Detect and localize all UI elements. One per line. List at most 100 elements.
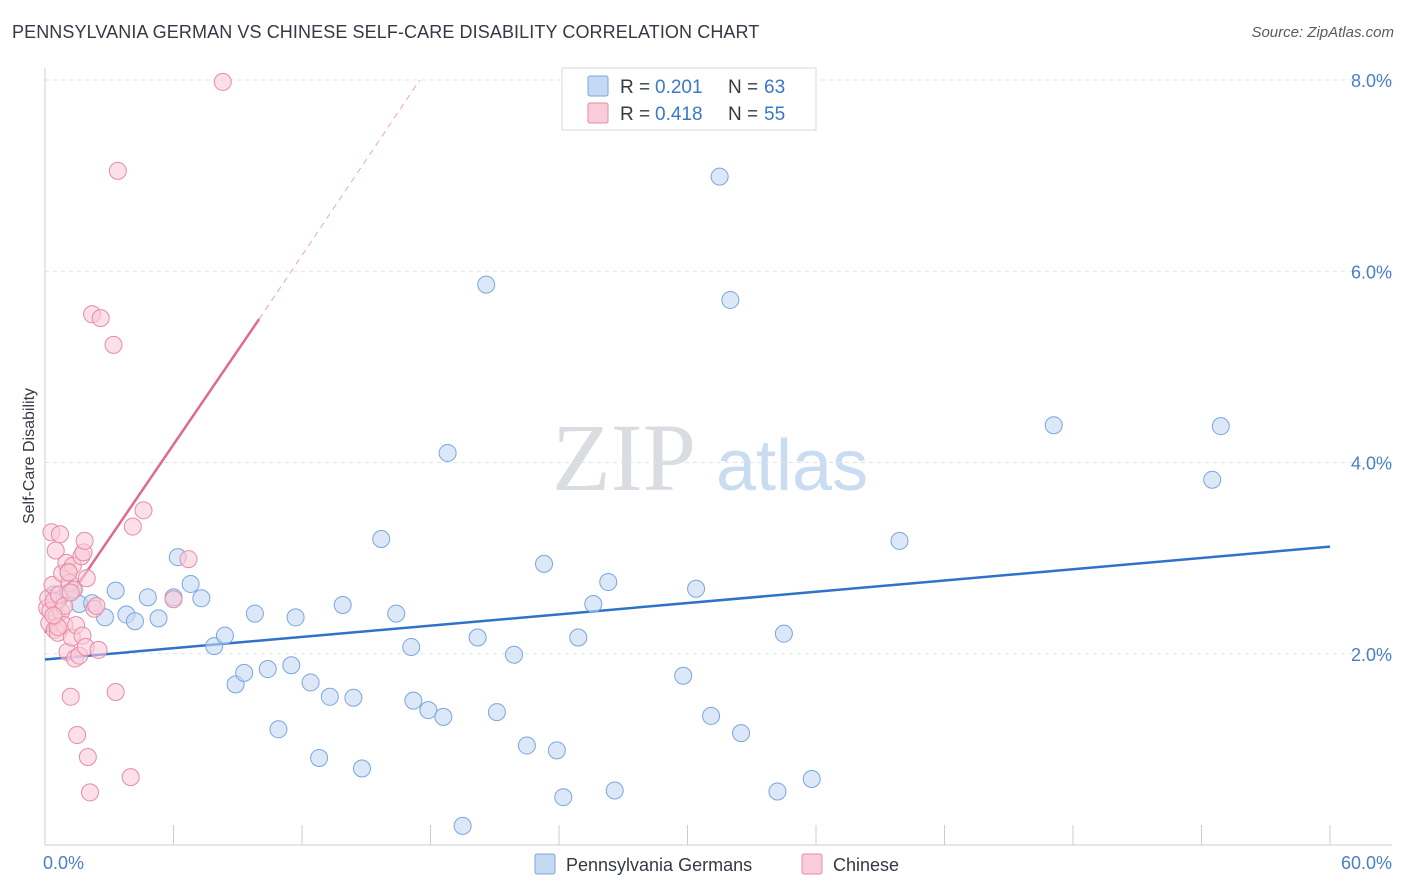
- legend-swatch-pink: [587, 102, 609, 124]
- pennsylvania-germans-point-36: [453, 816, 472, 835]
- chinese-point-48: [213, 72, 232, 91]
- pennsylvania-germans-point-41: [517, 736, 536, 755]
- y-tick-label-1: 4.0%: [1351, 454, 1392, 474]
- y-tick-label-2: 6.0%: [1351, 262, 1392, 282]
- trend-line-chinese-extension: [258, 79, 421, 320]
- legend-r-value-blue: 0.201: [655, 77, 703, 98]
- pennsylvania-germans-point-32: [404, 691, 423, 710]
- pennsylvania-germans-point-14: [205, 637, 224, 656]
- pennsylvania-germans-point-21: [282, 656, 301, 675]
- pennsylvania-germans-point-38: [477, 275, 496, 294]
- bottom-legend-swatch-blue: [534, 853, 556, 875]
- pennsylvania-germans-point-34: [434, 707, 453, 726]
- tick-labels: 2.0% 4.0% 6.0% 8.0% 0.0% 60.0%: [43, 71, 1392, 873]
- pennsylvania-germans-point-46: [584, 595, 603, 614]
- chinese-point-52: [44, 606, 63, 625]
- series-chinese: [38, 72, 232, 802]
- correlation-legend: R = 0.201 N = 63 R = 0.418 N = 55: [561, 67, 817, 131]
- pennsylvania-germans-point-24: [310, 748, 329, 767]
- chinese-point-51: [59, 563, 78, 582]
- pennsylvania-germans-point-31: [402, 638, 421, 657]
- pennsylvania-germans-point-44: [554, 788, 573, 807]
- chinese-point-53: [87, 596, 106, 615]
- y-tick-label-3: 8.0%: [1351, 71, 1392, 91]
- series-pennsylvania-germans: [44, 167, 1230, 835]
- pennsylvania-germans-point-33: [419, 701, 438, 720]
- chinese-point-20: [61, 687, 80, 706]
- watermark-zip: ZIP: [552, 404, 696, 511]
- pennsylvania-germans-point-27: [344, 688, 363, 707]
- pennsylvania-germans-point-54: [732, 724, 751, 743]
- pennsylvania-germans-point-29: [372, 530, 391, 548]
- pennsylvania-germans-point-48: [605, 781, 624, 800]
- pennsylvania-germans-point-61: [1211, 417, 1230, 436]
- chinese-point-31: [75, 531, 94, 550]
- pennsylvania-germans-point-30: [387, 604, 406, 623]
- watermark-atlas: atlas: [716, 426, 868, 506]
- pennsylvania-germans-point-52: [710, 167, 729, 186]
- pennsylvania-germans-point-19: [258, 660, 277, 679]
- legend-n-label-pink: N =: [728, 104, 758, 125]
- pennsylvania-germans-point-39: [487, 703, 506, 722]
- chinese-point-26: [68, 726, 87, 745]
- chinese-point-33: [77, 569, 96, 588]
- pennsylvania-germans-point-5: [106, 581, 125, 600]
- pennsylvania-germans-point-23: [301, 673, 320, 692]
- gridlines: [45, 79, 1392, 655]
- x-tick-label-0: 0.0%: [43, 853, 84, 873]
- pennsylvania-germans-point-51: [702, 706, 721, 725]
- chinese-point-39: [91, 309, 110, 328]
- chinese-point-40: [104, 335, 123, 354]
- pennsylvania-germans-point-55: [768, 782, 787, 801]
- chinese-point-35: [80, 783, 99, 802]
- pennsylvania-germans-point-12: [181, 574, 200, 593]
- pennsylvania-germans-point-43: [547, 741, 566, 760]
- pennsylvania-germans-point-28: [352, 759, 371, 778]
- pennsylvania-germans-point-15: [215, 626, 234, 645]
- legend-r-value-pink: 0.418: [655, 104, 703, 125]
- pennsylvania-germans-point-50: [687, 579, 706, 598]
- legend-swatch-blue: [587, 75, 609, 97]
- pennsylvania-germans-point-25: [320, 687, 339, 706]
- chinese-point-45: [134, 501, 153, 520]
- chinese-point-12: [50, 525, 69, 544]
- chinese-point-44: [123, 517, 142, 536]
- series-legend: Pennsylvania Germans Chinese: [534, 853, 899, 875]
- chinese-point-42: [108, 161, 127, 180]
- chinese-point-54: [61, 583, 80, 602]
- legend-n-label-blue: N =: [728, 77, 758, 98]
- pennsylvania-germans-point-40: [505, 645, 524, 664]
- pennsylvania-germans-point-22: [286, 608, 305, 627]
- pennsylvania-germans-point-57: [802, 770, 821, 789]
- pennsylvania-germans-point-42: [535, 554, 554, 573]
- axes: [44, 68, 1392, 846]
- trend-lines: [43, 79, 1331, 661]
- trend-line-pennsylvania-germans: [44, 545, 1331, 661]
- y-tick-label-0: 2.0%: [1351, 645, 1392, 665]
- pennsylvania-germans-point-37: [468, 628, 487, 647]
- pennsylvania-germans-point-60: [1203, 470, 1222, 489]
- chinese-point-46: [164, 590, 183, 609]
- pennsylvania-germans-point-53: [721, 290, 740, 309]
- pennsylvania-germans-point-20: [269, 720, 288, 739]
- bottom-legend-label-blue: Pennsylvania Germans: [566, 855, 752, 875]
- legend-n-value-pink: 55: [764, 104, 785, 125]
- pennsylvania-germans-point-45: [569, 628, 588, 647]
- pennsylvania-germans-point-56: [774, 624, 793, 643]
- legend-n-value-blue: 63: [764, 77, 785, 98]
- legend-r-label-blue: R =: [620, 77, 650, 98]
- pennsylvania-germans-point-35: [438, 443, 457, 462]
- bottom-legend-swatch-pink: [801, 853, 823, 875]
- y-axis-title: Self-Care Disability: [21, 388, 38, 524]
- pennsylvania-germans-point-13: [192, 589, 211, 608]
- pennsylvania-germans-point-18: [245, 604, 264, 623]
- pennsylvania-germans-point-59: [1044, 416, 1063, 435]
- chinese-point-34: [78, 748, 97, 767]
- pennsylvania-germans-point-8: [138, 588, 157, 607]
- pennsylvania-germans-point-17: [235, 663, 254, 682]
- bottom-legend-label-pink: Chinese: [833, 855, 899, 875]
- pennsylvania-germans-point-26: [333, 595, 352, 614]
- pennsylvania-germans-point-47: [599, 573, 618, 592]
- chinese-point-41: [106, 683, 125, 701]
